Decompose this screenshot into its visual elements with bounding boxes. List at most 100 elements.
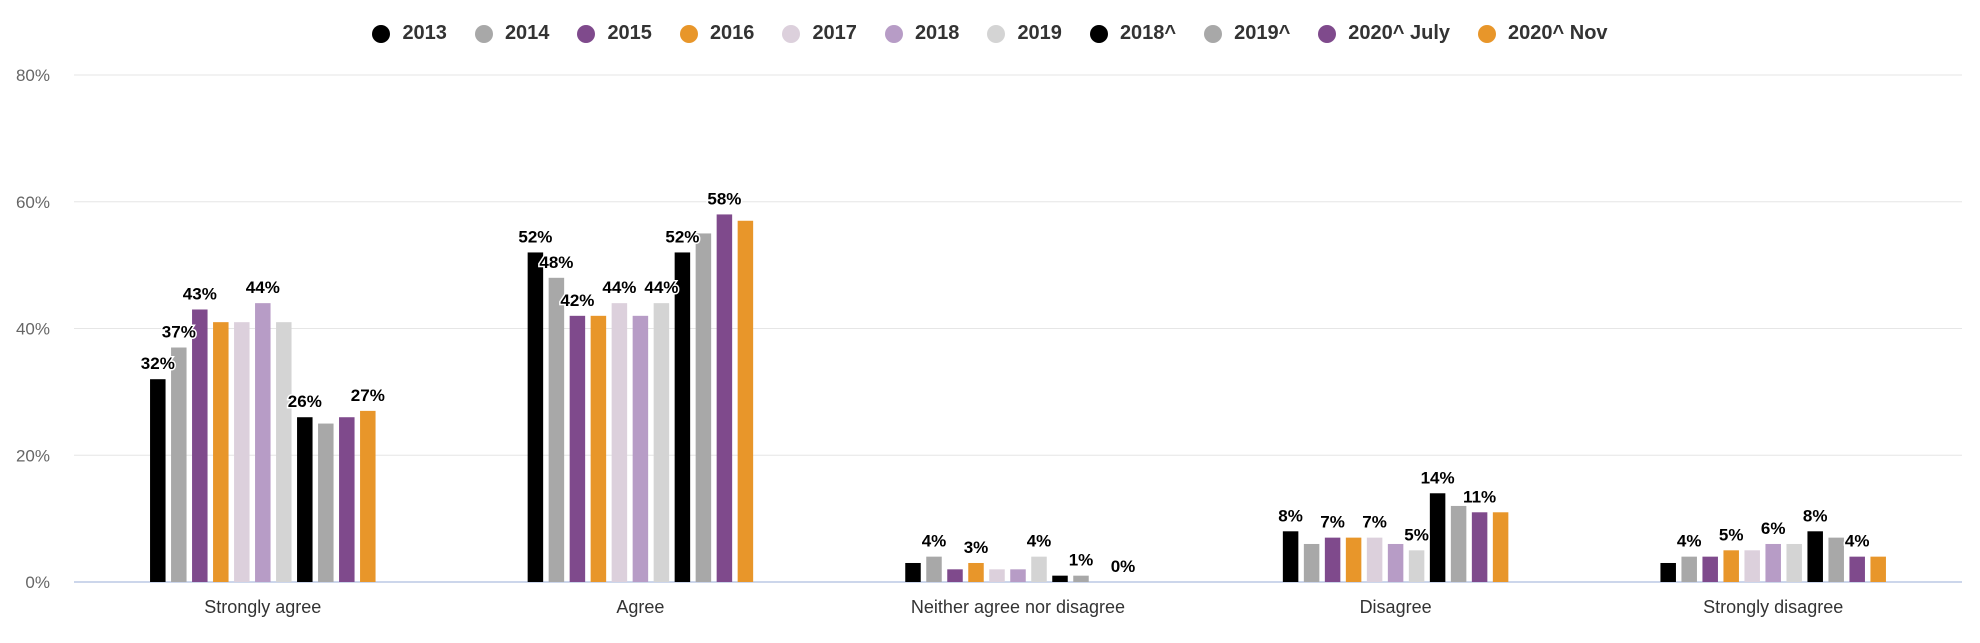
bar[interactable] <box>527 252 544 582</box>
y-tick-label: 20% <box>16 446 50 465</box>
data-label: 43% <box>183 284 217 303</box>
data-label: 44% <box>602 278 636 297</box>
data-label: 37% <box>162 323 196 342</box>
legend-item[interactable]: 2015 <box>577 22 652 45</box>
bar[interactable] <box>716 214 733 583</box>
bar[interactable] <box>1723 550 1739 582</box>
bar[interactable] <box>1031 556 1047 582</box>
legend-item[interactable]: 2020^ Nov <box>1478 22 1608 45</box>
bar[interactable] <box>947 569 963 582</box>
bar[interactable] <box>1681 556 1697 582</box>
bar[interactable] <box>1807 531 1823 582</box>
bar[interactable] <box>1660 562 1676 582</box>
legend-item[interactable]: 2019^ <box>1204 22 1290 45</box>
bar[interactable] <box>192 309 208 582</box>
bar[interactable] <box>968 562 984 582</box>
bar[interactable] <box>1324 537 1341 582</box>
bar[interactable] <box>171 347 187 582</box>
bar[interactable] <box>276 322 292 582</box>
bar[interactable] <box>548 277 565 582</box>
legend-label: 2018^ <box>1119 22 1177 44</box>
bar[interactable] <box>234 322 250 582</box>
legend-label: 2013 <box>402 22 447 44</box>
x-tick-label: Strongly agree <box>204 597 321 617</box>
grid-lines <box>74 74 1962 583</box>
data-label: 27% <box>351 386 385 405</box>
bar[interactable] <box>1387 543 1404 582</box>
bar[interactable] <box>695 233 712 582</box>
bar[interactable] <box>150 379 166 582</box>
legend-item[interactable]: 2020^ July <box>1318 22 1450 45</box>
legend-item[interactable]: 2013 <box>372 22 447 45</box>
legend-marker <box>1204 24 1223 43</box>
data-label: 44% <box>246 278 280 297</box>
legend-label: 2020^ Nov <box>1508 22 1608 44</box>
data-labels: 32% 37% 43% 44% 26% 27% 52% 48% 42% 44% 44% 52% 58% 4… <box>139 188 1871 578</box>
bar[interactable] <box>297 417 313 582</box>
data-label: 26% <box>288 392 322 411</box>
bar[interactable] <box>1744 550 1760 582</box>
bar[interactable] <box>611 303 628 582</box>
bar[interactable] <box>1471 512 1488 582</box>
bar[interactable] <box>1303 543 1320 582</box>
legend-item[interactable]: 2016 <box>679 22 755 45</box>
data-label: 52% <box>665 227 699 246</box>
bar[interactable] <box>339 417 355 582</box>
y-axis-ticks: 0% 20% 40% 60% 80% <box>16 66 50 592</box>
bar[interactable] <box>1366 537 1383 582</box>
legend-label: 2017 <box>812 22 857 44</box>
data-label: 44% <box>644 278 678 297</box>
bar[interactable] <box>737 220 754 582</box>
legend-item[interactable]: 2018^ <box>1089 22 1177 45</box>
data-label: 4% <box>1677 532 1702 551</box>
legend-marker <box>987 24 1006 43</box>
bar[interactable] <box>360 410 376 582</box>
data-label: 4% <box>922 532 947 551</box>
data-label: 14% <box>1421 468 1455 487</box>
bar[interactable] <box>1073 575 1089 582</box>
legend-marker <box>679 24 698 43</box>
bar[interactable] <box>989 569 1005 582</box>
bar[interactable] <box>1849 556 1865 582</box>
bar[interactable] <box>905 562 921 582</box>
legend-marker <box>577 24 596 43</box>
bar[interactable] <box>1010 569 1026 582</box>
legend-item[interactable]: 2019 <box>987 22 1062 45</box>
x-tick-label: Strongly disagree <box>1703 597 1843 617</box>
bar[interactable] <box>1786 543 1802 582</box>
bar[interactable] <box>674 252 691 582</box>
bar[interactable] <box>1345 537 1362 582</box>
bar[interactable] <box>1492 512 1509 582</box>
bar[interactable] <box>1052 575 1068 582</box>
bar[interactable] <box>213 322 229 582</box>
legend-label: 2015 <box>607 22 652 44</box>
legend-item[interactable]: 2018 <box>884 22 959 45</box>
bar[interactable] <box>653 303 670 582</box>
bar[interactable] <box>318 423 334 582</box>
bar[interactable] <box>1702 556 1718 582</box>
bar[interactable] <box>1870 556 1886 582</box>
bar[interactable] <box>255 303 271 582</box>
bar[interactable] <box>926 556 942 582</box>
bar[interactable] <box>1828 537 1844 582</box>
legend-label: 2019 <box>1017 22 1062 44</box>
data-label: 8% <box>1278 506 1303 525</box>
data-label: 4% <box>1027 532 1052 551</box>
bar[interactable] <box>590 315 607 582</box>
data-label: 0% <box>1111 557 1136 576</box>
legend-item[interactable]: 2017 <box>782 22 857 45</box>
bar[interactable] <box>1408 550 1425 582</box>
legend-label: 2016 <box>709 22 755 44</box>
data-label: 11% <box>1463 487 1496 506</box>
bar[interactable] <box>569 315 586 582</box>
legend-item[interactable]: 2014 <box>474 22 549 45</box>
x-axis-categories: Strongly agree Agree Neither agree nor dis… <box>204 597 1843 617</box>
bar[interactable] <box>1282 531 1299 582</box>
bar[interactable] <box>1765 543 1781 582</box>
data-label: 52% <box>518 227 552 246</box>
legend-label: 2019^ <box>1234 22 1291 44</box>
bar[interactable] <box>632 315 649 582</box>
bar[interactable] <box>1450 505 1467 582</box>
bar[interactable] <box>1429 493 1446 582</box>
